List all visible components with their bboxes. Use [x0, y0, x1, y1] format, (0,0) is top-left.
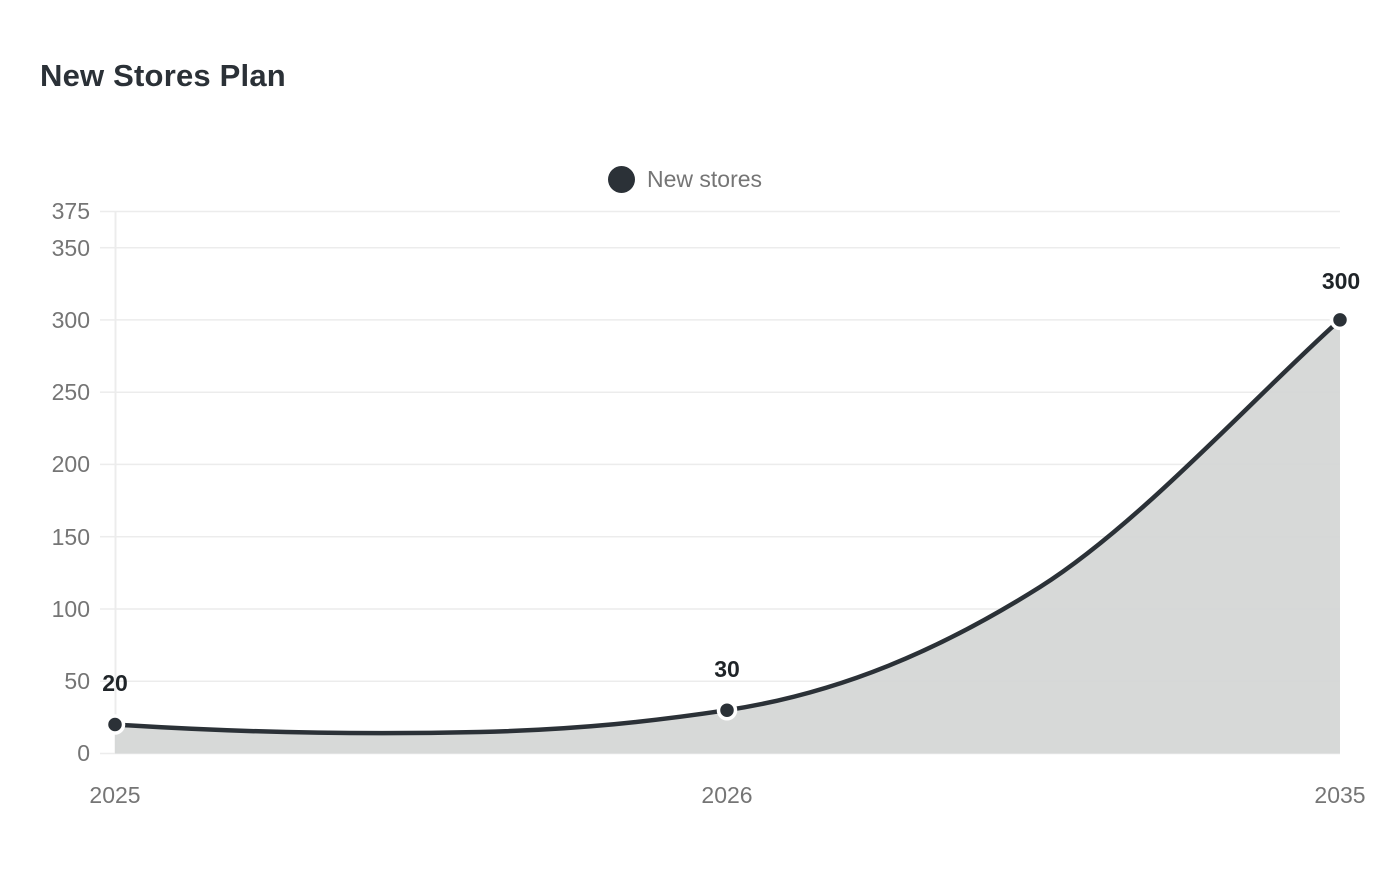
- y-axis-label: 375: [51, 198, 90, 224]
- y-axis-label: 100: [51, 596, 90, 622]
- legend-marker-icon: [608, 165, 635, 193]
- point-value-label-2035: 300: [1321, 268, 1361, 294]
- point-value-label-2026: 30: [714, 656, 740, 682]
- data-point-2035[interactable]: [1329, 309, 1351, 331]
- x-axis-label-2035: 2035: [1314, 782, 1366, 808]
- legend-label: New stores: [647, 166, 763, 192]
- data-point-2025[interactable]: [104, 714, 126, 735]
- y-axis-ticks: [100, 210, 115, 755]
- point-value-label-2025: 20: [102, 670, 128, 696]
- x-axis-label-2026: 2026: [701, 782, 753, 808]
- y-axis-label: 200: [51, 451, 90, 477]
- y-axis-label: 50: [64, 668, 90, 694]
- series-line: [112, 317, 1343, 736]
- data-point-2026[interactable]: [716, 699, 738, 721]
- chart-title: New Stores Plan: [40, 58, 286, 93]
- area-fill: [115, 319, 1340, 754]
- y-axis-label: 250: [51, 379, 90, 405]
- y-axis-label: 300: [51, 307, 90, 333]
- y-axis-label: 350: [51, 235, 90, 261]
- y-axis-label: 150: [51, 524, 90, 550]
- y-axis-label: 0: [77, 740, 90, 766]
- x-axis-label-2025: 2025: [89, 782, 141, 808]
- legend-item-new-stores[interactable]: New stores: [608, 164, 762, 194]
